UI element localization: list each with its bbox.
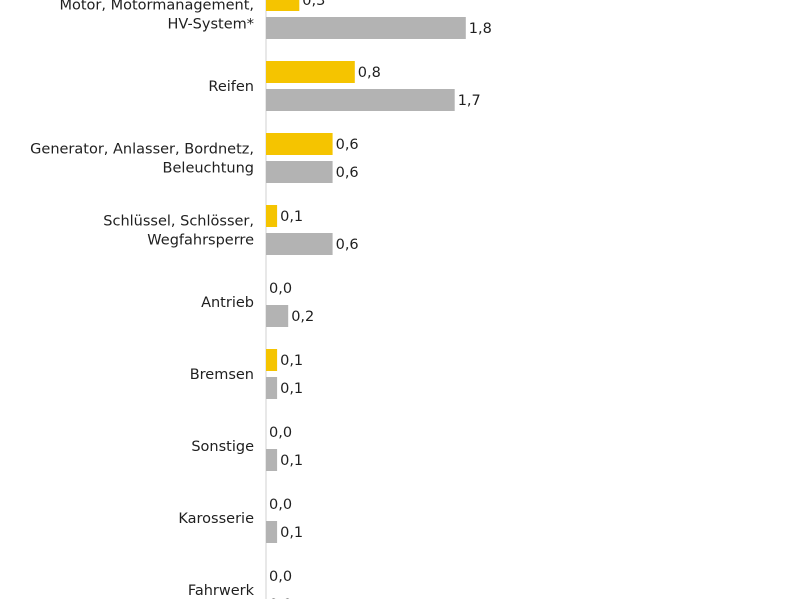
bar-series-1	[266, 133, 333, 155]
category-label: Generator, Anlasser, Bordnetz, Beleuchtun…	[30, 142, 254, 177]
category-label: Antrieb	[201, 295, 254, 311]
value-label: 0,0	[269, 597, 292, 599]
category-label: Karosserie	[178, 511, 254, 527]
value-label: 0,6	[336, 237, 359, 253]
category-label: Bremsen	[190, 367, 254, 383]
category-label: Schlüssel, Schlösser, Wegfahrsperre	[103, 214, 254, 249]
value-label: 0,8	[358, 65, 381, 81]
bar-series-1	[266, 205, 278, 227]
value-label: 0,0	[269, 281, 292, 297]
value-label: 0,1	[280, 353, 303, 369]
bar-series-1	[266, 0, 300, 11]
value-label: 0,2	[291, 309, 314, 325]
bar-series-1	[266, 349, 278, 371]
bar-series-2	[266, 449, 278, 471]
value-label: 0,0	[269, 569, 292, 585]
category-label: Reifen	[208, 79, 254, 95]
value-label: 0,6	[336, 165, 359, 181]
value-label: 0,1	[280, 525, 303, 541]
value-label: 0,0	[269, 497, 292, 513]
category-label: Motor, Motormanagement, HV-System*	[59, 0, 254, 33]
bar-series-2	[266, 233, 333, 255]
bar-series-2	[266, 305, 289, 327]
value-label: 0,1	[280, 453, 303, 469]
bar-series-2	[266, 377, 278, 399]
value-label: 0,1	[280, 381, 303, 397]
value-label: 0,0	[269, 425, 292, 441]
value-label: 0,3	[302, 0, 325, 9]
value-label: 0,6	[336, 137, 359, 153]
bar-series-2	[266, 89, 455, 111]
value-label: 1,8	[469, 21, 492, 37]
value-label: 1,7	[458, 93, 481, 109]
category-label: Sonstige	[191, 439, 254, 455]
bar-series-2	[266, 161, 333, 183]
value-label: 0,1	[280, 209, 303, 225]
bar-series-2	[266, 521, 278, 543]
bar-series-2	[266, 17, 466, 39]
category-label: Fahrwerk	[188, 583, 255, 599]
bar-series-1	[266, 61, 355, 83]
